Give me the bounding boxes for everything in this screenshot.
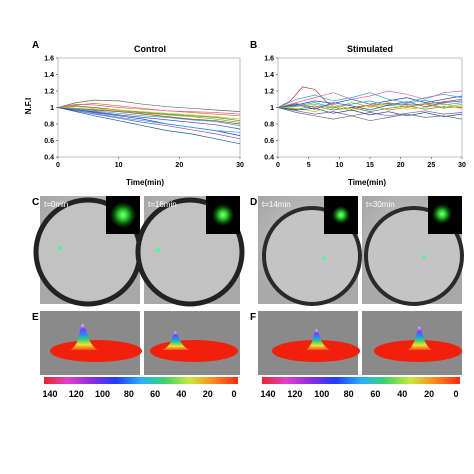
panel-a-ytick-label: 0.4 bbox=[44, 155, 54, 162]
colorbar-right-ticks: 140 120 100 80 60 40 20 0 bbox=[260, 389, 458, 399]
panel-b-xtick-label: 20 bbox=[397, 162, 405, 169]
panel-a-series-line-12 bbox=[57, 107, 241, 123]
colorbar-left-tick-label: 100 bbox=[95, 389, 110, 399]
panel-c-frame-1-time: t=0min bbox=[44, 200, 68, 209]
colorbar-right-tick-label: 60 bbox=[370, 389, 380, 399]
panel-b-series-line-12 bbox=[277, 102, 463, 109]
panel-f-surface-2 bbox=[362, 311, 462, 375]
colorbar-right-tick-label: 120 bbox=[287, 389, 302, 399]
panel-e-letter: E bbox=[32, 312, 39, 323]
panel-a-ytick-label: 0.6 bbox=[44, 138, 54, 145]
panel-a-series-line-6 bbox=[57, 107, 241, 140]
colorbar-left-tick-label: 0 bbox=[231, 389, 236, 399]
panel-d-frame-1-time: t=14min bbox=[262, 200, 291, 209]
panel-a-series-line-10 bbox=[57, 107, 241, 145]
colorbar-left-tick-label: 40 bbox=[176, 389, 186, 399]
panel-a-letter: A bbox=[32, 40, 39, 51]
colorbar-right: 140 120 100 80 60 40 20 0 bbox=[260, 377, 460, 399]
panel-a-ytick-label: 1.2 bbox=[44, 89, 54, 96]
panel-e-surface-2 bbox=[144, 311, 240, 375]
panel-c-micrographs: C t=0min t=16min bbox=[32, 196, 245, 307]
panel-a-ytick-label: 1.4 bbox=[44, 72, 54, 79]
panel-f-surface-1 bbox=[258, 311, 360, 375]
panel-d-frame-2-time: t=30min bbox=[366, 200, 395, 209]
panel-f-letter: F bbox=[250, 312, 256, 323]
panel-b-series-line-13 bbox=[277, 100, 463, 111]
panel-b-ytick-label: 0.4 bbox=[264, 155, 274, 162]
colorbar-right-tick-label: 80 bbox=[344, 389, 354, 399]
panel-a-ylabel: N.F.I bbox=[24, 98, 33, 114]
colorbar-right-tick-label: 20 bbox=[424, 389, 434, 399]
panel-a-xtick-label: 0 bbox=[56, 162, 60, 169]
colorbar-left-tick-label: 20 bbox=[203, 389, 213, 399]
panel-a-series-line-11 bbox=[57, 103, 241, 115]
panel-b-letter: B bbox=[250, 40, 257, 51]
panel-d-frame-1: t=14min bbox=[258, 196, 362, 306]
panel-a-title: Control bbox=[134, 44, 166, 54]
colorbar-right-tick-label: 0 bbox=[453, 389, 458, 399]
colorbar-left-tick-label: 120 bbox=[69, 389, 84, 399]
panel-a-xtick-label: 20 bbox=[175, 162, 183, 169]
panel-a-xtick-label: 30 bbox=[236, 162, 244, 169]
panel-a-plot-area: 1.6 1.4 1.2 1 0.8 0.6 0.40 10 20 30 bbox=[44, 56, 244, 170]
panel-b-series-line-3 bbox=[277, 105, 463, 112]
panel-b-ytick-label: 0.6 bbox=[264, 138, 274, 145]
colorbar-left-ticks: 140 120 100 80 60 40 20 0 bbox=[42, 389, 236, 399]
panel-a-series-line-2 bbox=[57, 107, 241, 133]
panel-b-ytick-label: 0.8 bbox=[264, 122, 274, 129]
panel-d-micrographs: D t=14min t=30min bbox=[250, 196, 464, 306]
panel-a-series-line-9 bbox=[57, 106, 241, 120]
colorbar-right-tick-label: 140 bbox=[260, 389, 275, 399]
panel-b-plot-area: 1.6 1.4 1.2 1 0.8 0.6 0.40 5 10 15 20 25 30 bbox=[264, 56, 466, 170]
panel-b-xlabel: Time(min) bbox=[348, 178, 386, 187]
panel-b-chart: B Stimulated Time(min) 1.6 1.4 1.2 1 0.8 0.6 0… bbox=[250, 40, 466, 187]
panel-b-xtick-label: 30 bbox=[458, 162, 466, 169]
colorbar-left-tick-label: 140 bbox=[42, 389, 57, 399]
colorbar-right-tick-label: 100 bbox=[314, 389, 329, 399]
panel-b-ytick-label: 1 bbox=[270, 105, 274, 112]
panel-d-frame-2: t=30min bbox=[362, 196, 464, 306]
panel-b-xtick-label: 10 bbox=[335, 162, 343, 169]
panel-a-ytick-label: 1.6 bbox=[44, 56, 54, 63]
panel-b-series-line-1 bbox=[277, 86, 463, 110]
panel-a-xlabel: Time(min) bbox=[126, 178, 164, 187]
panel-b-series-line-7 bbox=[277, 107, 463, 122]
panel-a-series-line-13 bbox=[57, 107, 241, 130]
panel-c-frame-1: t=0min bbox=[33, 196, 143, 307]
panel-a-series-line-8 bbox=[57, 107, 241, 127]
panel-b-ytick-label: 1.4 bbox=[264, 72, 274, 79]
colorbar-left-tick-label: 80 bbox=[124, 389, 134, 399]
panel-a-ytick-label: 1 bbox=[50, 105, 54, 112]
panel-b-xtick-label: 5 bbox=[307, 162, 311, 169]
panel-f-surface-plots: F bbox=[250, 311, 462, 375]
panel-b-xtick-label: 0 bbox=[276, 162, 280, 169]
panel-a-series-line-7 bbox=[57, 99, 241, 112]
panel-b-series-line-9 bbox=[277, 103, 463, 112]
panel-d-letter: D bbox=[250, 197, 257, 208]
colorbar-left-tick-label: 60 bbox=[150, 389, 160, 399]
panel-c-frame-2: t=16min bbox=[135, 196, 245, 307]
panel-a-ytick-label: 0.8 bbox=[44, 122, 54, 129]
panel-b-xtick-label: 25 bbox=[427, 162, 435, 169]
panel-e-surface-1 bbox=[40, 311, 142, 375]
colorbar-left: 140 120 100 80 60 40 20 0 bbox=[42, 377, 238, 399]
panel-a-series-line-3 bbox=[57, 105, 241, 122]
panel-b-ytick-label: 1.6 bbox=[264, 56, 274, 63]
panel-b-series-line-10 bbox=[277, 90, 463, 108]
panel-b-title: Stimulated bbox=[347, 44, 393, 54]
panel-b-series-line-6 bbox=[277, 92, 463, 108]
panel-b-series-line-8 bbox=[277, 99, 463, 108]
panel-a-xtick-label: 10 bbox=[115, 162, 123, 169]
panel-e-surface-plots: E bbox=[32, 311, 240, 375]
colorbar-right-tick-label: 40 bbox=[397, 389, 407, 399]
panel-b-series-line-5 bbox=[277, 107, 463, 117]
panel-a-chart: A Control N.F.I Time(min) 1.6 1.4 1.2 1 0.8 0… bbox=[24, 40, 244, 187]
panel-b-series-line-11 bbox=[277, 107, 463, 117]
panel-b-ytick-label: 1.2 bbox=[264, 89, 274, 96]
panel-c-letter: C bbox=[32, 197, 39, 208]
panel-b-xtick-label: 15 bbox=[366, 162, 374, 169]
panel-c-frame-2-time: t=16min bbox=[148, 200, 177, 209]
